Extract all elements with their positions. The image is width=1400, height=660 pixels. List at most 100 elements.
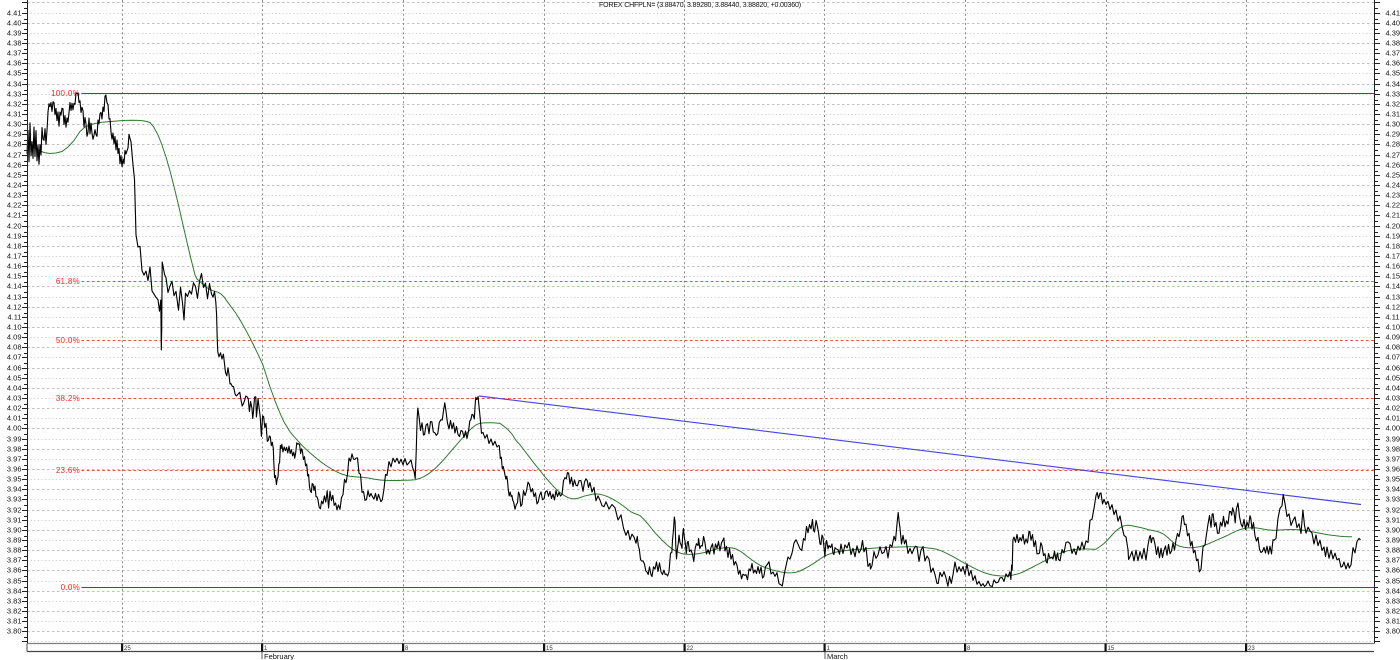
svg-text:4.11: 4.11 [1386,313,1400,322]
svg-text:0.0%: 0.0% [61,583,80,592]
svg-text:4.29: 4.29 [7,130,22,139]
svg-text:4.27: 4.27 [1386,151,1400,160]
svg-text:4.06: 4.06 [1386,364,1400,373]
svg-text:4.03: 4.03 [7,394,22,403]
svg-text:3.99: 3.99 [1386,435,1400,444]
svg-text:4.24: 4.24 [1386,181,1400,190]
svg-text:4.28: 4.28 [1386,140,1400,149]
svg-text:61.8%: 61.8% [56,277,80,286]
svg-text:4.04: 4.04 [1386,384,1400,393]
svg-text:4.19: 4.19 [1386,232,1400,241]
svg-text:February: February [264,652,294,660]
svg-text:4.14: 4.14 [1386,282,1400,291]
svg-text:4.40: 4.40 [7,19,22,28]
svg-text:March: March [827,652,848,660]
svg-text:4.11: 4.11 [7,313,21,322]
svg-text:FOREX CHFPLN= (3.88470, 3.8928: FOREX CHFPLN= (3.88470, 3.89280, 3.88440… [599,2,801,9]
svg-text:3.97: 3.97 [1386,455,1400,464]
svg-text:4.38: 4.38 [1386,39,1400,48]
svg-text:3.83: 3.83 [7,597,22,606]
svg-text:3.96: 3.96 [1386,465,1400,474]
svg-text:4.19: 4.19 [7,232,22,241]
svg-text:4.31: 4.31 [7,110,22,119]
svg-text:4.31: 4.31 [1386,110,1400,119]
svg-text:4.22: 4.22 [1386,201,1400,210]
svg-text:3.86: 3.86 [7,566,22,575]
svg-text:4.12: 4.12 [1386,303,1400,312]
svg-text:4.16: 4.16 [1386,262,1400,271]
svg-text:4.18: 4.18 [7,242,22,251]
svg-text:4.01: 4.01 [1386,414,1400,423]
svg-text:15: 15 [1108,646,1115,652]
svg-text:4.37: 4.37 [1386,49,1400,58]
svg-text:4.08: 4.08 [1386,343,1400,352]
svg-text:3.96: 3.96 [7,465,22,474]
svg-text:8: 8 [405,646,409,652]
svg-text:4.21: 4.21 [7,211,22,220]
svg-text:4.00: 4.00 [7,424,22,433]
svg-text:4.09: 4.09 [7,333,22,342]
svg-text:3.93: 3.93 [1386,495,1400,504]
svg-text:3.87: 3.87 [7,556,22,565]
svg-text:23.6%: 23.6% [56,466,80,475]
svg-text:4.41: 4.41 [1386,9,1400,18]
svg-text:4.02: 4.02 [1386,404,1400,413]
svg-text:15: 15 [546,646,553,652]
svg-text:100.0%: 100.0% [51,89,80,98]
svg-text:4.35: 4.35 [1386,69,1400,78]
svg-text:4.20: 4.20 [7,222,22,231]
svg-text:4.07: 4.07 [1386,353,1400,362]
svg-text:4.09: 4.09 [1386,333,1400,342]
svg-text:4.28: 4.28 [7,140,22,149]
svg-text:4.39: 4.39 [7,29,22,38]
svg-text:1: 1 [264,646,268,652]
svg-text:50.0%: 50.0% [56,336,80,345]
svg-text:4.06: 4.06 [7,364,22,373]
svg-text:3.91: 3.91 [7,516,22,525]
svg-text:4.13: 4.13 [7,293,22,302]
svg-text:3.82: 3.82 [1386,607,1400,616]
svg-text:25: 25 [124,646,131,652]
svg-text:4.35: 4.35 [7,69,22,78]
svg-text:4.32: 4.32 [1386,100,1400,109]
svg-text:3.91: 3.91 [1386,516,1400,525]
svg-text:3.84: 3.84 [1386,587,1400,596]
svg-text:3.80: 3.80 [1386,627,1400,636]
svg-text:3.90: 3.90 [7,526,22,535]
svg-text:4.37: 4.37 [7,49,22,58]
svg-text:3.93: 3.93 [7,495,22,504]
svg-text:4.01: 4.01 [7,414,22,423]
svg-text:3.89: 3.89 [7,536,22,545]
svg-text:4.16: 4.16 [7,262,22,271]
svg-text:3.89: 3.89 [1386,536,1400,545]
svg-text:3.98: 3.98 [7,445,22,454]
svg-text:4.17: 4.17 [1386,252,1400,261]
svg-text:4.33: 4.33 [1386,90,1400,99]
svg-text:4.36: 4.36 [1386,59,1400,68]
svg-text:4.04: 4.04 [7,384,22,393]
svg-text:4.03: 4.03 [1386,394,1400,403]
svg-text:3.94: 3.94 [1386,485,1400,494]
svg-text:4.07: 4.07 [7,353,22,362]
svg-text:4.41: 4.41 [7,9,22,18]
svg-text:4.10: 4.10 [7,323,22,332]
svg-text:3.81: 3.81 [1386,617,1400,626]
svg-text:3.84: 3.84 [7,587,22,596]
svg-text:4.12: 4.12 [7,303,22,312]
svg-text:38.2%: 38.2% [56,394,80,403]
svg-text:4.32: 4.32 [7,100,22,109]
svg-text:3.95: 3.95 [7,475,22,484]
svg-text:4.33: 4.33 [7,90,22,99]
svg-text:4.34: 4.34 [1386,80,1400,89]
svg-text:4.15: 4.15 [1386,272,1400,281]
svg-text:3.88: 3.88 [7,546,22,555]
svg-text:4.30: 4.30 [1386,120,1400,129]
svg-text:3.86: 3.86 [1386,566,1400,575]
svg-text:3.85: 3.85 [7,577,22,586]
svg-text:4.14: 4.14 [7,282,22,291]
svg-text:3.82: 3.82 [7,607,22,616]
svg-text:4.29: 4.29 [1386,130,1400,139]
svg-text:23: 23 [1248,646,1255,652]
svg-text:3.83: 3.83 [1386,597,1400,606]
svg-text:3.81: 3.81 [7,617,22,626]
